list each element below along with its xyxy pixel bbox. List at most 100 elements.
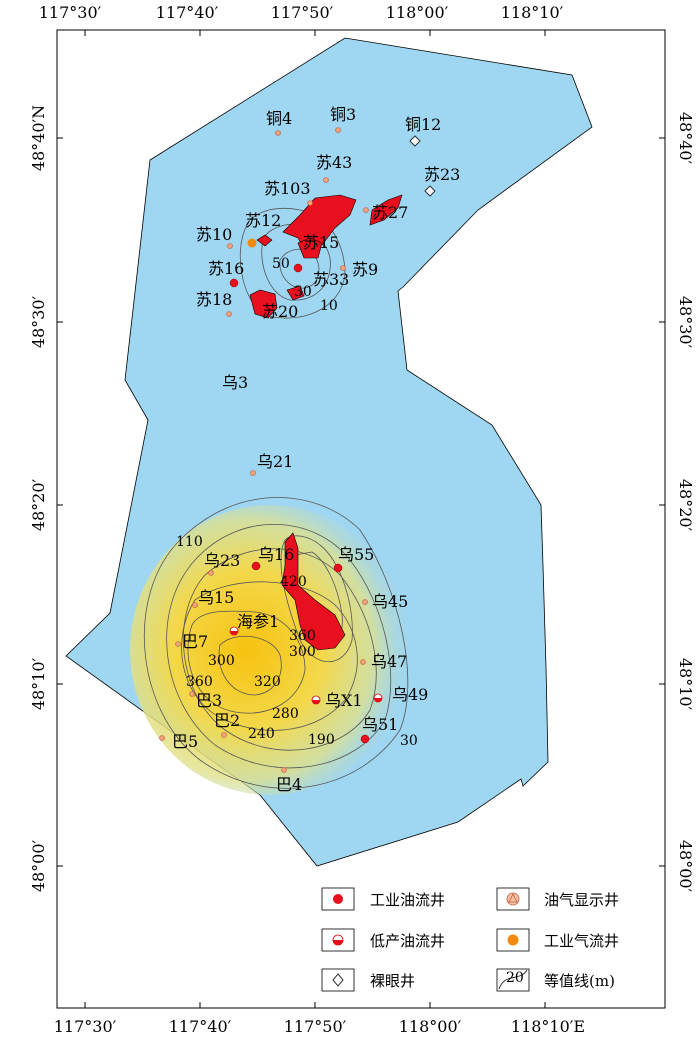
contour-value: 360 <box>186 674 213 690</box>
contour-value: 50 <box>272 256 290 272</box>
well-label: 巴2 <box>214 711 240 730</box>
oil-well-icon <box>333 894 343 904</box>
show-well-icon <box>189 691 195 697</box>
oil-well-icon <box>333 563 343 573</box>
contour-value: 360 <box>289 628 316 644</box>
bare-well-icon <box>424 185 436 197</box>
show-well-icon <box>192 602 198 608</box>
well-label: 乌3 <box>222 373 248 392</box>
contour-value: 30 <box>294 284 312 300</box>
well-label: 乌47 <box>371 652 407 671</box>
show-well-icon <box>275 130 281 136</box>
lat-label: 48°40′N <box>29 105 48 171</box>
well-label: 乌55 <box>338 545 374 564</box>
well-label: 苏12 <box>245 211 281 230</box>
show-well-icon <box>227 243 233 249</box>
lat-label: 48°10′ <box>29 657 48 710</box>
lat-label: 48°30′ <box>29 295 48 348</box>
contour-value: 320 <box>254 674 281 690</box>
well-label: 苏15 <box>303 233 339 252</box>
contour-value: 10 <box>320 298 338 314</box>
well-label: 乌49 <box>392 685 428 704</box>
lon-label: 117°40′ <box>156 3 219 22</box>
contour-value: 240 <box>248 726 275 742</box>
show-well-icon <box>159 735 165 741</box>
show-well-icon <box>175 641 181 647</box>
show-well-icon <box>363 207 369 213</box>
show-well-icon <box>340 265 346 271</box>
tick-marks <box>57 30 665 1008</box>
contour-value: 110 <box>176 534 203 550</box>
lat-label: 48°00′ <box>676 840 695 893</box>
lon-label: 117°50′ <box>271 3 334 22</box>
contour-value: 190 <box>308 732 335 748</box>
legend-low-oil: 低产油流井 <box>370 932 445 950</box>
legend-contour-line: 等值线(m) <box>544 972 615 990</box>
lon-label: 118°00′ <box>386 3 449 22</box>
bare-well-icon <box>332 973 344 987</box>
well-label: 海参1 <box>237 612 279 631</box>
gas-well-icon <box>247 238 257 248</box>
legend-bare-well: 裸眼井 <box>370 972 415 990</box>
well-label: 乌23 <box>204 551 240 570</box>
south-contours <box>144 497 409 789</box>
well-label: 苏33 <box>313 270 349 289</box>
well-label: 苏9 <box>352 260 378 279</box>
lat-label: 48°10′ <box>676 658 695 711</box>
well-label: 苏20 <box>262 302 298 321</box>
lat-label: 48°00′ <box>29 839 48 892</box>
well-label: 乌X1 <box>325 691 363 710</box>
well-label: 苏23 <box>424 165 460 184</box>
legend-oil-gas-show: 油气显示井 <box>544 891 619 909</box>
right-latitude-labels: 48°40′ 48°30′ 48°20′ 48°10′ 48°00′ <box>676 112 695 893</box>
south-oil-area <box>281 532 346 651</box>
well-symbols <box>159 127 436 773</box>
show-well-icon <box>362 599 368 605</box>
lon-label: 117°30′ <box>54 1017 117 1036</box>
lon-label: 118°00′ <box>399 1017 462 1036</box>
well-label: 乌15 <box>198 588 234 607</box>
well-label: 巴7 <box>182 632 208 651</box>
lon-label: 117°40′ <box>169 1017 232 1036</box>
well-label: 苏103 <box>264 179 311 198</box>
lat-label: 48°30′ <box>676 296 695 349</box>
well-label: 铜12 <box>405 115 441 134</box>
legend-industrial-gas: 工业气流井 <box>544 932 619 950</box>
contour-value: 30 <box>400 733 418 749</box>
well-label: 乌45 <box>372 592 408 611</box>
well-label: 乌16 <box>258 545 294 564</box>
top-longitude-labels: 117°30′ 117°40′ 117°50′ 118°00′ 118°10′ <box>39 3 564 22</box>
oil-well-icon <box>251 561 261 571</box>
contour-labels: 50 30 10 110 420 360 300 300 360 320 280… <box>176 256 418 749</box>
lon-label: 118°10′ <box>501 3 564 22</box>
contour-value: 280 <box>272 706 299 722</box>
lat-label: 48°40′ <box>676 112 695 165</box>
show-well-icon <box>360 659 366 665</box>
well-label: 乌21 <box>257 452 293 471</box>
well-label: 苏10 <box>196 225 232 244</box>
low-oil-well-icon <box>229 626 239 636</box>
contour-value: 300 <box>208 653 235 669</box>
low-oil-well-icon <box>311 695 321 705</box>
well-label: 苏27 <box>372 203 408 222</box>
show-well-icon <box>323 177 329 183</box>
gas-well-icon <box>507 934 519 946</box>
legend-contour-sample: 20 <box>506 970 524 986</box>
well-label: 铜3 <box>330 105 356 124</box>
well-labels: 铜4 铜3 铜12 苏43 苏23 苏103 苏27 苏12 苏10 苏15 苏… <box>172 105 460 794</box>
left-latitude-labels: 48°40′N 48°30′ 48°20′ 48°10′ 48°00′ <box>29 105 48 892</box>
well-label: 巴4 <box>276 775 302 794</box>
well-label: 铜4 <box>266 109 292 128</box>
contour-value: 300 <box>289 644 316 660</box>
contour-line-icon <box>498 969 528 990</box>
lon-label: 117°50′ <box>284 1017 347 1036</box>
oil-well-icon <box>360 734 370 744</box>
show-well-icon <box>226 311 232 317</box>
north-contours <box>239 207 346 319</box>
well-label: 苏16 <box>208 259 244 278</box>
show-well-icon <box>307 200 313 206</box>
bare-well-icon <box>409 135 421 147</box>
show-well-icon <box>250 470 256 476</box>
thickness-zone <box>130 505 410 795</box>
